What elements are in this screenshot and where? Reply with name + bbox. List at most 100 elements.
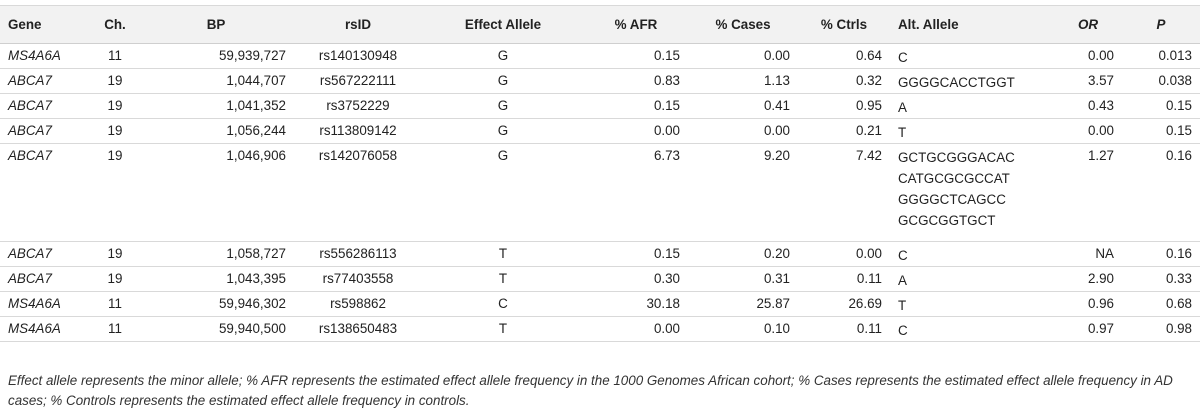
- cell-p: 0.15: [1165, 123, 1192, 138]
- cell-ctrls: 0.11: [856, 271, 882, 286]
- cell-or: 0.43: [1087, 98, 1114, 113]
- cell-rsid: rs138650483: [318, 321, 398, 336]
- cell-or: 0.96: [1087, 296, 1114, 311]
- cell-or: 0.97: [1087, 321, 1114, 336]
- cell-alt-allele: A: [890, 267, 1054, 292]
- table-footnote: Effect allele represents the minor allel…: [8, 373, 1173, 408]
- cell-p: 0.68: [1165, 296, 1192, 311]
- table-row: ABCA7 19 1,058,727 rs556286113 T 0.15 0.20 0.00…: [0, 242, 1200, 267]
- cell-ctrls: 26.69: [848, 296, 882, 311]
- cell-bp: 1,046,906: [226, 148, 286, 163]
- table-row: MS4A6A 11 59,946,302 rs598862 C 30.18 25.87 26.…: [0, 292, 1200, 317]
- cell-afr: 0.15: [653, 48, 680, 63]
- cell-effect-allele: G: [497, 148, 509, 163]
- cell-ch: 11: [108, 321, 122, 336]
- header-ch: Ch.: [104, 17, 126, 32]
- cell-ch: 19: [107, 148, 123, 163]
- cell-alt-allele: T: [890, 119, 1054, 144]
- cell-gene: MS4A6A: [8, 296, 61, 311]
- cell-ch: 19: [107, 123, 123, 138]
- alt-allele-line: C: [898, 50, 908, 65]
- cell-alt-allele: C: [890, 242, 1054, 267]
- header-alt-allele: Alt. Allele: [898, 17, 959, 32]
- alt-allele-line: T: [898, 125, 907, 140]
- cell-rsid: rs598862: [330, 296, 386, 311]
- cell-cases: 9.20: [763, 148, 790, 163]
- cell-ch: 19: [107, 246, 123, 261]
- cell-ch: 11: [108, 48, 122, 63]
- header-p: P: [1156, 17, 1166, 32]
- cell-cases: 25.87: [756, 296, 790, 311]
- cell-effect-allele: T: [498, 271, 508, 286]
- cell-cases: 0.41: [763, 98, 790, 113]
- alt-allele-line: GCTGCGGGACAC: [898, 150, 1015, 165]
- cell-effect-allele: T: [498, 246, 508, 261]
- alt-allele-line: GGGGCTCAGCC: [898, 192, 1006, 207]
- header-bp: BP: [206, 17, 226, 32]
- cell-alt-allele: A: [890, 94, 1054, 119]
- cell-cases: 0.31: [763, 271, 790, 286]
- cell-ch: 19: [107, 73, 123, 88]
- cell-ctrls: 7.42: [855, 148, 882, 163]
- cell-alt-allele: GGGGCACCTGGT: [890, 69, 1054, 94]
- cell-p: 0.038: [1158, 73, 1192, 88]
- cell-afr: 0.15: [653, 98, 680, 113]
- header-gene: Gene: [8, 17, 42, 32]
- alt-allele-line: A: [898, 273, 907, 288]
- header-cases: % Cases: [715, 17, 771, 32]
- cell-alt-allele: C: [890, 44, 1054, 69]
- cell-bp: 1,043,395: [226, 271, 286, 286]
- alt-allele-line: C: [898, 323, 908, 338]
- cell-ctrls: 0.00: [855, 246, 882, 261]
- cell-gene: ABCA7: [8, 123, 52, 138]
- cell-alt-allele: GCTGCGGGACAC CATGCGCGCCAT GGGGCTCAGCC GCGCG…: [890, 144, 1054, 242]
- cell-p: 0.16: [1165, 246, 1192, 261]
- cell-rsid: rs567222111: [319, 73, 397, 88]
- cell-afr: 0.30: [653, 271, 680, 286]
- header-rsid: rsID: [344, 17, 372, 32]
- table-row: ABCA7 19 1,044,707 rs567222111 G 0.83 1.13 0.32…: [0, 69, 1200, 94]
- cell-gene: ABCA7: [8, 98, 52, 113]
- cell-or: 3.57: [1087, 73, 1114, 88]
- cell-cases: 0.00: [763, 123, 790, 138]
- cell-p: 0.15: [1165, 98, 1192, 113]
- cell-cases: 0.10: [763, 321, 790, 336]
- cell-p: 0.98: [1165, 321, 1192, 336]
- cell-rsid: rs77403558: [322, 271, 394, 286]
- cell-ctrls: 0.32: [855, 73, 882, 88]
- cell-p: 0.16: [1165, 148, 1192, 163]
- cell-or: 1.27: [1087, 148, 1114, 163]
- cell-cases: 0.20: [763, 246, 790, 261]
- cell-cases: 1.13: [763, 73, 790, 88]
- alt-allele-line: T: [898, 298, 907, 313]
- cell-ch: 19: [107, 98, 123, 113]
- cell-gene: MS4A6A: [8, 48, 61, 63]
- cell-alt-allele: C: [890, 317, 1054, 342]
- cell-afr: 0.00: [653, 123, 680, 138]
- cell-bp: 1,056,244: [226, 123, 286, 138]
- cell-effect-allele: C: [498, 296, 508, 311]
- cell-or: 2.90: [1087, 271, 1114, 286]
- table-row: ABCA7 19 1,041,352 rs3752229 G 0.15 0.41 0.95 A 0…: [0, 94, 1200, 119]
- alt-allele-line: CATGCGCGCCAT: [898, 171, 1010, 186]
- cell-bp: 1,058,727: [226, 246, 286, 261]
- cell-bp: 59,939,727: [218, 48, 286, 63]
- cell-bp: 59,946,302: [218, 296, 286, 311]
- cell-bp: 1,044,707: [226, 73, 286, 88]
- cell-afr: 30.18: [646, 296, 680, 311]
- cell-gene: ABCA7: [8, 148, 52, 163]
- cell-bp: 59,940,500: [218, 321, 286, 336]
- cell-effect-allele: G: [497, 73, 509, 88]
- cell-bp: 1,041,352: [226, 98, 286, 113]
- cell-gene: ABCA7: [8, 73, 52, 88]
- cell-afr: 6.73: [653, 148, 680, 163]
- cell-rsid: rs142076058: [318, 148, 398, 163]
- cell-effect-allele: G: [497, 48, 509, 63]
- cell-or: 0.00: [1087, 48, 1114, 63]
- cell-or: NA: [1095, 246, 1114, 261]
- cell-p: 0.013: [1158, 48, 1192, 63]
- variant-table: Gene Ch. BP rsID Effect Allele % AFR % C…: [0, 5, 1200, 342]
- alt-allele-line: GCGCGGTGCT: [898, 213, 996, 228]
- table-body: MS4A6A 11 59,939,727 rs140130948 G 0.15 0.00 0.…: [0, 44, 1200, 342]
